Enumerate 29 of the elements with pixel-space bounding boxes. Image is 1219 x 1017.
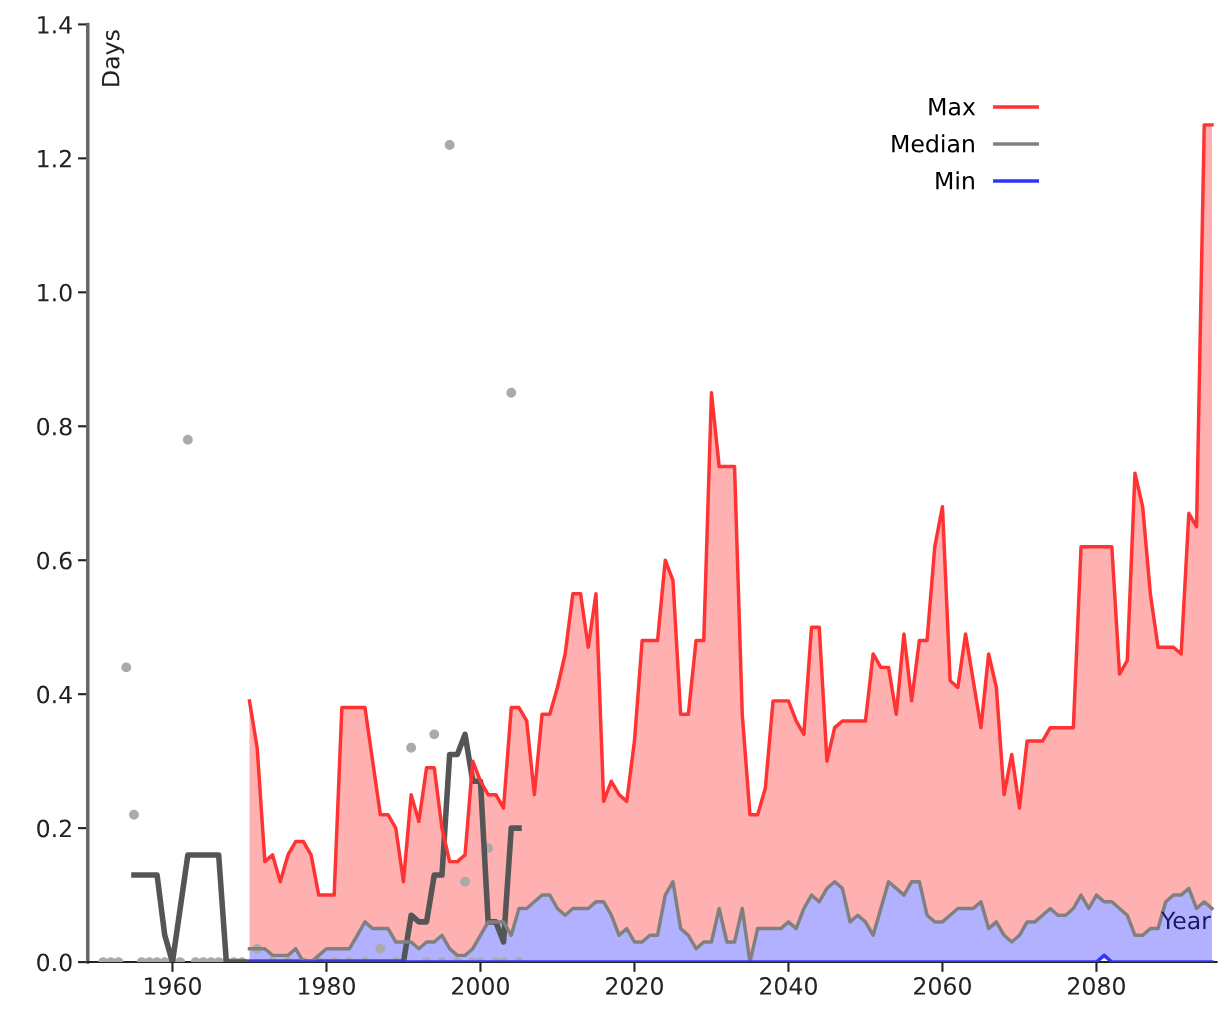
point — [406, 742, 417, 753]
x-tick-label: 1960 — [145, 977, 201, 995]
legend-label: Max — [929, 97, 976, 116]
point — [375, 943, 386, 954]
x-tick-label: 2060 — [914, 977, 971, 995]
y-tick-label: 0.8 — [37, 417, 72, 436]
legend-label: Median — [892, 134, 974, 153]
point — [444, 140, 455, 150]
point — [429, 729, 440, 740]
y-tick-label: 1.4 — [38, 16, 72, 34]
point — [506, 387, 517, 398]
point — [129, 809, 139, 820]
x-tick-label: 2020 — [606, 977, 663, 995]
y-tick-label: 1.0 — [38, 283, 72, 302]
x-tick-label: 2080 — [1068, 977, 1125, 995]
x-tick-label: 1980 — [299, 977, 355, 995]
y-tick-label: 0.2 — [37, 819, 71, 838]
y-tick-label: 1.2 — [38, 149, 71, 168]
y-tick-label: 0.4 — [37, 685, 72, 704]
point — [460, 876, 470, 887]
y-axis-title: Days — [102, 30, 125, 86]
legend-label: Min — [936, 171, 974, 190]
y-tick-label: 0.6 — [37, 551, 72, 570]
x-tick-label: 2040 — [760, 977, 817, 995]
point — [182, 434, 193, 445]
y-tick-label: 0.0 — [37, 953, 72, 972]
x-axis-title: Year — [1160, 911, 1211, 930]
point — [121, 662, 132, 673]
x-tick-label: 2000 — [452, 977, 509, 995]
